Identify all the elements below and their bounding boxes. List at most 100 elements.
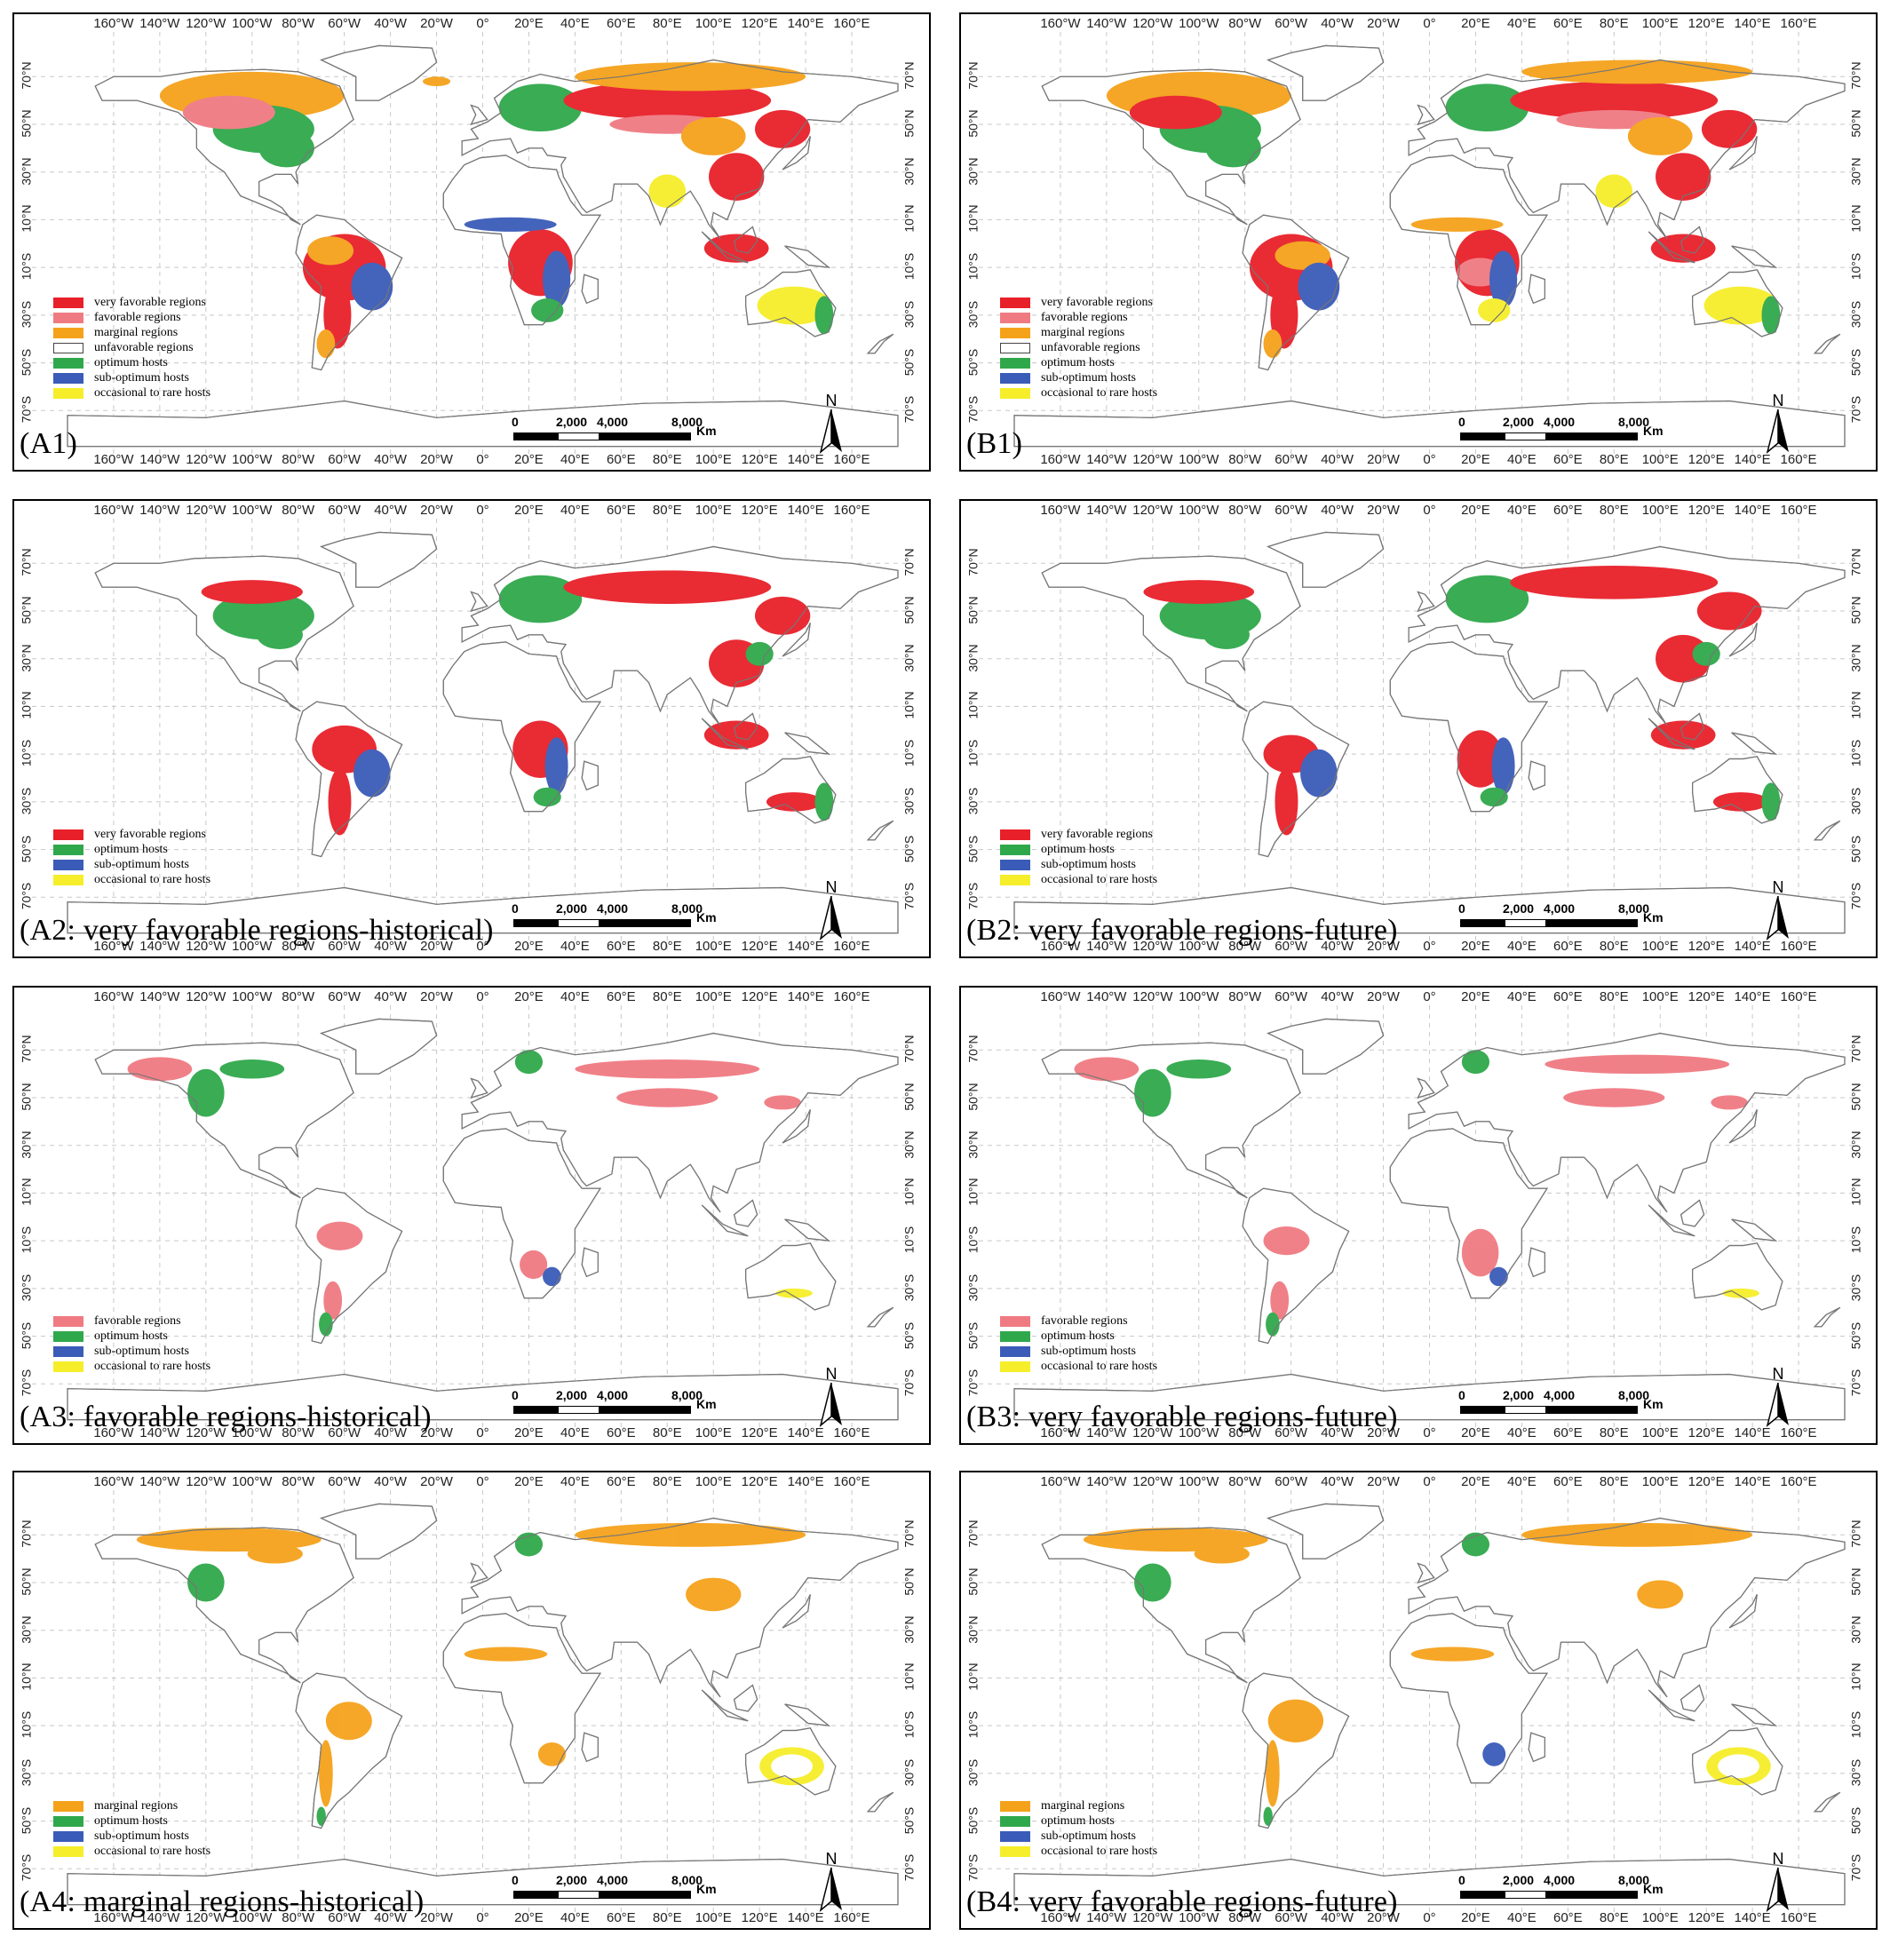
region-very-favorable — [1701, 109, 1758, 148]
longitude-tick-label: 120°E — [741, 1910, 778, 1925]
scale-segment — [1460, 1406, 1506, 1414]
landmass-southAmerica — [295, 214, 403, 371]
longitude-tick-label: 140°E — [1734, 939, 1771, 954]
legend-item: sub-optimum hosts — [1000, 1829, 1157, 1844]
landmass-greenland — [320, 44, 438, 101]
latitude-tick-label: 30°S — [901, 1274, 917, 1302]
longitude-tick-label: 120°E — [1688, 1910, 1725, 1925]
longitude-tick-label: 20°E — [514, 452, 544, 467]
longitude-tick-label: 60°E — [606, 16, 636, 31]
continent-borders — [1013, 531, 1846, 934]
region-very-favorable — [1510, 565, 1719, 599]
scale-segment — [1545, 1406, 1638, 1414]
legend-label: optimum hosts — [1041, 1329, 1115, 1343]
svg-text:N: N — [826, 392, 838, 409]
scale-tick-label: 4,000 — [597, 901, 629, 916]
latitude-tick-label: 70°N — [1848, 548, 1863, 576]
longitude-tick-label: 0° — [1423, 16, 1436, 31]
landmass-greenland — [1267, 1018, 1385, 1075]
latitude-tick-label: 10°N — [19, 691, 34, 720]
longitude-tick-label: 60°E — [606, 939, 636, 954]
latitude-tick-label: 10°N — [19, 204, 34, 234]
latitude-tick-label: 50°S — [1848, 835, 1863, 862]
latitude-tick-label: 50°N — [1848, 109, 1863, 138]
longitude-tick-label: 120°E — [1688, 16, 1725, 31]
region-very-favorable — [1650, 720, 1716, 750]
longitude-tick-label: 60°E — [1552, 452, 1583, 467]
legend-label: sub-optimum hosts — [1041, 858, 1136, 871]
latitude-tick-label: 10°S — [19, 739, 34, 767]
region-marginal — [247, 1544, 303, 1564]
longitude-tick-label: 140°W — [1086, 939, 1127, 954]
latitude-tick-label: 70°S — [1848, 1369, 1863, 1397]
latitude-tick-label: 50°N — [1848, 1567, 1863, 1596]
latitude-tick-label: 10°N — [901, 204, 917, 234]
longitude-tick-label: 100°W — [232, 939, 273, 954]
scale-tick-label: 2,000 — [1503, 1388, 1535, 1402]
longitude-tick-label: 140°E — [1734, 16, 1771, 31]
panel-label: (A3: favorable regions-historical) — [20, 1401, 432, 1433]
longitude-tick-label: 160°W — [93, 503, 134, 518]
scale-segment — [1505, 432, 1547, 440]
latitude-tick-label: 50°S — [965, 348, 981, 376]
longitude-tick-label: 140°E — [1734, 1425, 1771, 1440]
map-panel-a1: 160°W 160°W 140°W 140°W 120°W 120°W 100°W 100°W… — [12, 12, 931, 472]
longitude-tick-label: 100°W — [1179, 1474, 1219, 1489]
suitability-regions — [1143, 565, 1781, 836]
region-very-favorable — [1275, 768, 1298, 836]
scale-segment — [558, 432, 600, 440]
scale-unit: Km — [696, 1882, 717, 1896]
landmass-borneo — [1680, 1199, 1705, 1227]
world-map — [32, 32, 911, 463]
scale-tick-label: 0 — [1458, 901, 1465, 916]
landmass-antarctica — [67, 1373, 899, 1421]
latitude-tick-label: 70°N — [965, 61, 981, 90]
longitude-tick-label: 20°E — [1461, 1910, 1490, 1925]
longitude-tick-label: 100°W — [232, 452, 273, 467]
scale-tick-label: 4,000 — [1544, 901, 1576, 916]
longitude-tick-label: 60°E — [606, 452, 636, 467]
scale-segment — [558, 1891, 600, 1899]
region-favorable — [520, 1250, 548, 1280]
latitude-tick-label: 30°N — [901, 157, 917, 186]
latitude-tick-label: 50°S — [965, 1806, 981, 1834]
region-very-favorable — [1650, 234, 1716, 263]
landmass-northAmerica — [94, 555, 354, 712]
latitude-tick-label: 70°N — [1848, 61, 1863, 90]
region-favorable — [127, 1057, 193, 1082]
longitude-tick-label: 160°E — [833, 1910, 870, 1925]
north-arrow-icon: N — [1760, 1365, 1796, 1433]
scale-tick-label: 8,000 — [671, 1873, 703, 1887]
latitude-tick-label: 10°S — [965, 1710, 981, 1739]
landmass-australia — [745, 756, 837, 824]
legend-swatch — [1000, 1815, 1030, 1827]
scale-segment — [1460, 432, 1506, 440]
legend-item: sub-optimum hosts — [1000, 370, 1157, 385]
legend-item: favorable regions — [53, 310, 210, 325]
landmass-northAmerica — [1041, 555, 1301, 712]
scale-segment — [599, 432, 691, 440]
longitude-tick-label: 120°E — [1688, 1425, 1725, 1440]
latitude-tick-label: 10°S — [901, 252, 917, 281]
scale-bar: 0 2,000 4,000 8,000 Km — [1458, 901, 1664, 937]
latitude-tick-label: 10°N — [1848, 204, 1863, 234]
continent-borders — [67, 1503, 899, 1906]
region-optimum — [256, 620, 303, 649]
north-arrow-icon: N — [1760, 1850, 1796, 1918]
landmass-newZealand — [1813, 820, 1841, 841]
region-marginal — [319, 1740, 333, 1807]
region-marginal — [1194, 1544, 1250, 1564]
scale-segment — [513, 1891, 560, 1899]
region-marginal — [1521, 60, 1753, 84]
longitude-tick-label: 60°W — [328, 939, 361, 954]
latitude-tick-label: 50°N — [965, 109, 981, 138]
longitude-tick-label: 140°W — [139, 939, 180, 954]
scale-tick-label: 0 — [512, 1388, 519, 1402]
longitude-tick-label: 40°W — [1321, 452, 1354, 467]
longitude-tick-label: 20°W — [420, 989, 453, 1004]
region-marginal — [307, 236, 354, 266]
legend-label: occasional to rare hosts — [94, 1360, 211, 1373]
panel-label: (B4: very favorable regions-future) — [966, 1885, 1398, 1918]
world-map — [979, 1005, 1858, 1436]
landmass-northAmerica — [94, 68, 354, 226]
